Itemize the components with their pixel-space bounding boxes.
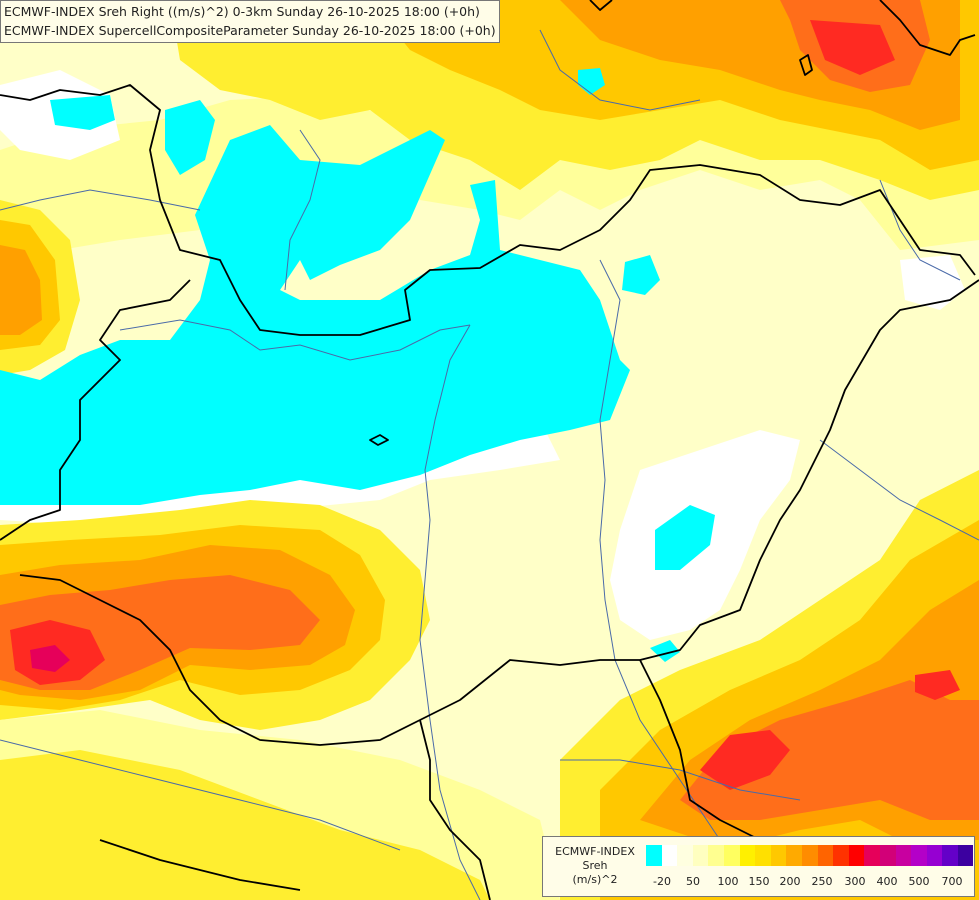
country-border bbox=[0, 279, 191, 541]
legend-tick-label: 500 bbox=[908, 875, 930, 888]
legend-tick-label: 400 bbox=[876, 875, 898, 888]
legend-swatch bbox=[911, 845, 927, 866]
country-border bbox=[19, 279, 979, 746]
legend-title-line: ECMWF-INDEX bbox=[555, 845, 635, 858]
field-se-red bbox=[700, 730, 790, 790]
river-line bbox=[284, 129, 321, 291]
field-south-yellow bbox=[0, 750, 490, 900]
legend-swatch bbox=[692, 845, 709, 866]
field-cyan-north-left bbox=[50, 95, 115, 130]
legend-title-line: Sreh bbox=[582, 859, 608, 872]
country-border bbox=[0, 84, 976, 336]
title-sreh: ECMWF-INDEX Sreh Right ((m/s)^2) 0-3km S… bbox=[4, 4, 480, 19]
river-line bbox=[599, 259, 721, 841]
legend-swatch bbox=[957, 845, 974, 866]
legend-swatch bbox=[817, 845, 834, 866]
river-layer bbox=[0, 29, 979, 900]
legend-colorbar bbox=[646, 845, 974, 866]
title-scp: ECMWF-INDEX SupercellCompositeParameter … bbox=[4, 23, 496, 38]
field-cyan-east-spot bbox=[622, 255, 660, 295]
legend-swatch bbox=[786, 845, 802, 866]
legend-swatch bbox=[942, 845, 958, 866]
legend-swatch bbox=[926, 845, 943, 866]
river-line bbox=[0, 739, 401, 851]
field-se-darkorange bbox=[680, 680, 979, 820]
legend-tick-label: 700 bbox=[941, 875, 963, 888]
legend-swatch bbox=[848, 845, 865, 866]
legend: ECMWF-INDEX Sreh (m/s)^2 -20 50 100 150 200 2… bbox=[542, 836, 975, 897]
legend-swatch bbox=[879, 845, 896, 866]
country-border bbox=[799, 54, 813, 76]
field-se-red-east bbox=[915, 670, 960, 700]
legend-swatch bbox=[895, 845, 912, 866]
river-line bbox=[119, 319, 471, 361]
field-cyan-main bbox=[0, 125, 630, 505]
title-box: ECMWF-INDEX Sreh Right ((m/s)^2) 0-3km S… bbox=[0, 0, 500, 43]
legend-swatch bbox=[801, 845, 818, 866]
field-cyan-southeast bbox=[655, 505, 715, 570]
legend-tick-label: 200 bbox=[779, 875, 801, 888]
legend-swatch bbox=[770, 845, 787, 866]
river-line bbox=[539, 29, 701, 111]
legend-swatch bbox=[677, 845, 693, 866]
legend-swatch bbox=[646, 845, 662, 866]
field-northeast-core bbox=[810, 20, 895, 75]
legend-tick-label: -20 bbox=[653, 875, 671, 888]
river-line bbox=[819, 439, 979, 541]
field-sw-crimson bbox=[30, 645, 70, 672]
legend-tick-label: 50 bbox=[686, 875, 700, 888]
country-border bbox=[589, 0, 613, 11]
legend-swatch bbox=[723, 845, 740, 866]
legend-title-line: (m/s)^2 bbox=[572, 873, 618, 886]
legend-tick-label: 250 bbox=[811, 875, 833, 888]
legend-swatch bbox=[739, 845, 756, 866]
country-border bbox=[879, 0, 976, 56]
river-line bbox=[419, 324, 481, 900]
legend-tick-label: 100 bbox=[717, 875, 739, 888]
legend-tick-labels: -20 50 100 150 200 250 300 400 500 700 bbox=[646, 875, 972, 889]
legend-swatch bbox=[755, 845, 771, 866]
country-border bbox=[639, 659, 761, 841]
legend-swatch bbox=[833, 845, 849, 866]
field-west-darkorange bbox=[0, 245, 42, 335]
river-line bbox=[0, 189, 201, 211]
legend-tick-label: 150 bbox=[748, 875, 770, 888]
country-border bbox=[369, 434, 389, 446]
field-cyan-north-small bbox=[165, 100, 215, 175]
field-cyan-south-small bbox=[650, 640, 680, 662]
legend-swatch bbox=[864, 845, 880, 866]
country-border bbox=[99, 839, 301, 891]
river-line bbox=[560, 759, 801, 801]
legend-swatch bbox=[661, 845, 678, 866]
legend-title: ECMWF-INDEX Sreh (m/s)^2 bbox=[547, 845, 643, 887]
field-white-east bbox=[900, 255, 965, 310]
legend-swatch bbox=[708, 845, 724, 866]
legend-tick-label: 300 bbox=[844, 875, 866, 888]
country-border bbox=[419, 719, 491, 900]
